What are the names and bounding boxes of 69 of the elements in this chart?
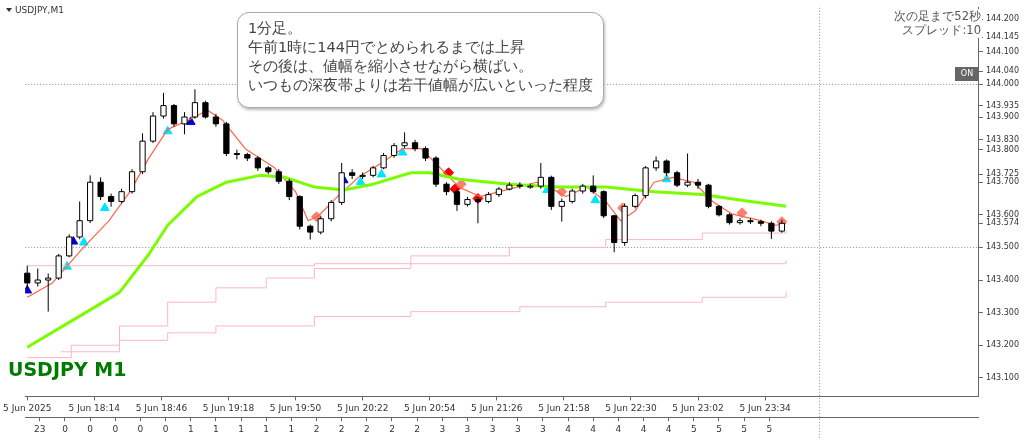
y-tick-label: 143.300 — [985, 307, 1020, 317]
x2-tick-label: 2 — [363, 423, 370, 434]
x-tick-label: 5 Jun 19:50 — [269, 403, 322, 414]
x2-tick-label: 4 — [615, 423, 622, 434]
y-tick-label: 144.000 — [985, 79, 1020, 89]
annotation: 1分足。 — [248, 19, 304, 38]
x2-tick-label: 1 — [238, 423, 244, 434]
y-tick-label: 143.574 — [985, 218, 1020, 228]
x2-tick-label: 5 — [766, 423, 773, 434]
x-tick-label: 5 Jun 22:30 — [605, 403, 657, 414]
x2-tick-label: 2 — [414, 423, 421, 434]
y-tick-label: 144.040 — [985, 66, 1020, 76]
x-tick-label: 5 Jun 21:26 — [471, 403, 523, 414]
x2-tick-label: 1 — [187, 423, 194, 434]
y-tick-label: 144.100 — [985, 46, 1020, 56]
y-tick-label: 144.145 — [985, 32, 1020, 42]
x2-tick-label: 1 — [288, 423, 295, 434]
annotation: スプレッド:10 — [901, 23, 982, 38]
y-tick-label: 143.600 — [985, 209, 1020, 219]
y-tick-label: 143.935 — [985, 100, 1020, 110]
x-tick-label: 5 Jun 19:18 — [202, 403, 255, 414]
y-tick-label: 143.900 — [985, 112, 1020, 122]
annotation: その後は、値幅を縮小させながら横ばい。 — [248, 57, 534, 76]
x2-tick-label: 23 — [34, 423, 46, 434]
x2-tick-label: 0 — [112, 423, 119, 434]
x2-tick-label: 3 — [540, 423, 546, 434]
y-tick-label: 143.700 — [985, 177, 1020, 187]
x2-tick-label: 5 — [716, 423, 722, 434]
x2-tick-label: 1 — [213, 423, 219, 434]
y-tick-label: 143.500 — [985, 242, 1020, 252]
x-tick-label: 5 Jun 20:22 — [336, 403, 389, 414]
x2-tick-label: 1 — [263, 423, 270, 434]
x-tick-label: 5 Jun 18:14 — [68, 403, 121, 414]
y-tick-label: 143.800 — [985, 144, 1020, 154]
y-tick-label: 144.200 — [985, 14, 1020, 24]
x2-tick-label: 0 — [162, 423, 169, 434]
annotation: いつもの深夜帯よりは若干値幅が広いといった程度 — [248, 76, 593, 95]
x2-tick-label: 2 — [389, 423, 395, 434]
x-tick-label: 5 Jun 2025 — [3, 403, 52, 414]
x2-tick-label: 4 — [665, 423, 672, 434]
y-tick-label: 143.725 — [985, 169, 1020, 179]
x2-tick-label: 3 — [489, 423, 496, 434]
x2-tick-label: 2 — [313, 423, 320, 434]
y-tick-label: 143.400 — [985, 275, 1020, 285]
x2-tick-label: 0 — [62, 423, 69, 434]
x-tick-label: 5 Jun 18:46 — [135, 403, 188, 414]
annotation: USDJPY M1 — [8, 358, 127, 380]
x2-tick-label: 4 — [565, 423, 572, 434]
x2-tick-label: 3 — [514, 423, 521, 434]
annotation: ON — [955, 67, 979, 81]
x2-tick-label: 3 — [464, 423, 471, 434]
x2-tick-label: 4 — [640, 423, 647, 434]
x2-tick-label: 0 — [87, 423, 94, 434]
y-tick-label: 143.200 — [985, 340, 1020, 350]
y-tick-label: 143.100 — [985, 372, 1020, 382]
y-tick-label: 143.830 — [985, 134, 1020, 144]
annotation: 午前1時に144円でとめられるまでは上昇 — [248, 38, 526, 57]
x2-tick-label: 5 — [690, 423, 697, 434]
annotation: 次の足まで52秒 — [893, 9, 982, 24]
x-tick-label: 5 Jun 23:02 — [672, 403, 724, 414]
x2-tick-label: 4 — [590, 423, 597, 434]
x2-tick-label: 5 — [741, 423, 748, 434]
x2-tick-label: 2 — [338, 423, 345, 434]
x-tick-label: 5 Jun 21:58 — [538, 403, 590, 414]
x2-tick-label: 0 — [137, 423, 144, 434]
x-tick-label: 5 Jun 20:54 — [403, 403, 456, 414]
x2-tick-label: 3 — [439, 423, 446, 434]
chart-title: USDJPY,M1 — [15, 5, 64, 15]
x-tick-label: 5 Jun 23:34 — [739, 403, 792, 414]
